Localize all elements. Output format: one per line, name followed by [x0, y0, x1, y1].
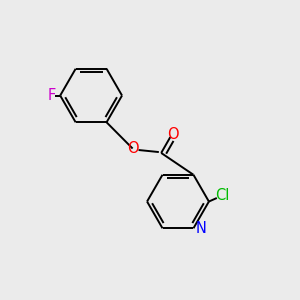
Text: F: F: [48, 88, 56, 103]
Text: O: O: [127, 141, 138, 156]
Text: N: N: [195, 221, 206, 236]
Text: O: O: [167, 127, 178, 142]
Text: Cl: Cl: [215, 188, 229, 203]
